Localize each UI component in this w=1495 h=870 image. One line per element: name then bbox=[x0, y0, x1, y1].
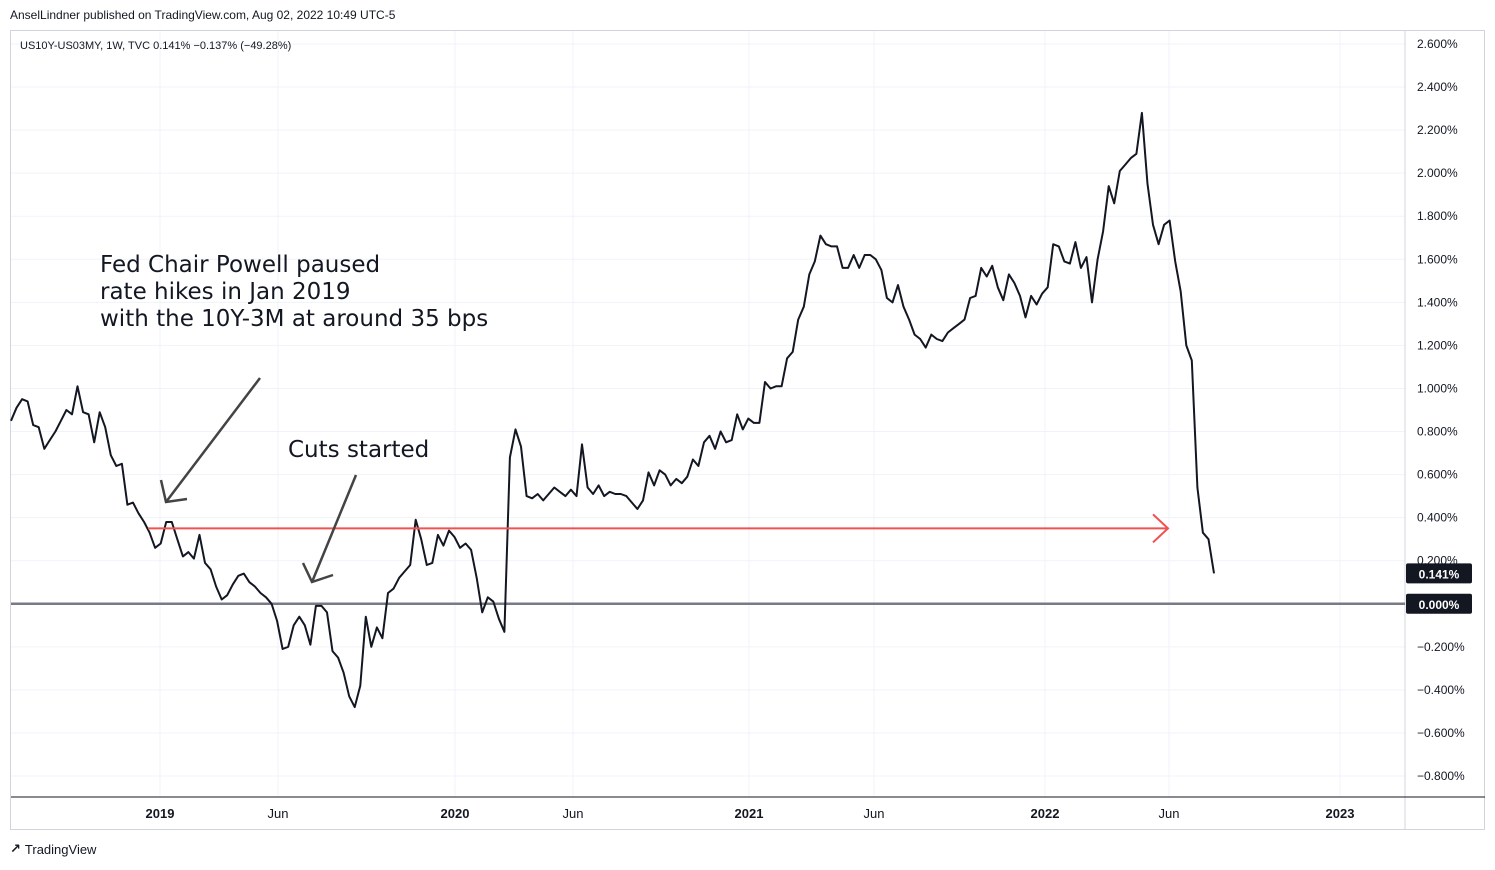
series-line-us10y-us03my bbox=[10, 111, 1215, 709]
x-tick-label: Jun bbox=[864, 806, 885, 821]
x-tick-label: Jun bbox=[268, 806, 289, 821]
zero-value-label: 0.000% bbox=[1419, 598, 1460, 612]
zero-value-badge bbox=[1406, 593, 1472, 614]
publisher-header: AnselLindner published on TradingView.co… bbox=[10, 8, 396, 22]
y-tick-label: 0.600% bbox=[1417, 468, 1458, 482]
annotation-arrow-cuts-head bbox=[301, 562, 334, 584]
annotation-powell-line2: rate hikes in Jan 2019 bbox=[100, 279, 351, 305]
y-tick-label: −0.200% bbox=[1417, 640, 1465, 654]
y-tick-label: 2.600% bbox=[1417, 37, 1458, 51]
footer-brand: TradingView bbox=[24, 842, 97, 857]
annotation-powell-line1: Fed Chair Powell paused bbox=[100, 252, 381, 278]
x-tick-label: 2023 bbox=[1326, 806, 1355, 821]
y-tick-label: 1.800% bbox=[1417, 209, 1458, 223]
x-tick-label: 2020 bbox=[441, 806, 470, 821]
arrowhead-icon bbox=[1152, 513, 1170, 544]
y-tick-label: 2.000% bbox=[1417, 166, 1458, 180]
tradingview-logo-icon: ↗ bbox=[10, 842, 21, 857]
x-tick-label: Jun bbox=[1159, 806, 1180, 821]
y-tick-label: 1.400% bbox=[1417, 295, 1458, 309]
annotation-arrow-powell bbox=[165, 377, 261, 503]
x-tick-label: 2022 bbox=[1031, 806, 1060, 821]
x-tick-label: Jun bbox=[563, 806, 584, 821]
y-tick-label: −0.400% bbox=[1417, 683, 1465, 697]
y-tick-label: 0.800% bbox=[1417, 425, 1458, 439]
y-tick-label: 0.400% bbox=[1417, 511, 1458, 525]
y-tick-label: 2.200% bbox=[1417, 123, 1458, 137]
annotation-arrow-cuts bbox=[310, 474, 358, 583]
symbol-legend: US10Y-US03MY, 1W, TVC 0.141% −0.137% (−4… bbox=[20, 40, 292, 52]
last-value-label: 0.141% bbox=[1419, 567, 1460, 581]
y-tick-label: 1.000% bbox=[1417, 381, 1458, 395]
y-tick-label: 1.200% bbox=[1417, 338, 1458, 352]
y-tick-label: −0.800% bbox=[1417, 769, 1465, 783]
x-tick-label: 2021 bbox=[735, 806, 764, 821]
footer: ↗ TradingView bbox=[10, 842, 96, 857]
annotation-powell-line3: with the 10Y-3M at around 35 bps bbox=[100, 306, 489, 332]
x-tick-label: 2019 bbox=[146, 806, 175, 821]
y-tick-label: 2.400% bbox=[1417, 80, 1458, 94]
y-tick-label: 1.600% bbox=[1417, 252, 1458, 266]
chart-frame[interactable] bbox=[10, 30, 1485, 830]
annotation-cuts-started: Cuts started bbox=[288, 437, 430, 463]
last-value-badge bbox=[1406, 563, 1472, 584]
annotation-arrow-powell-head bbox=[159, 479, 188, 504]
y-tick-label: −0.600% bbox=[1417, 726, 1465, 740]
